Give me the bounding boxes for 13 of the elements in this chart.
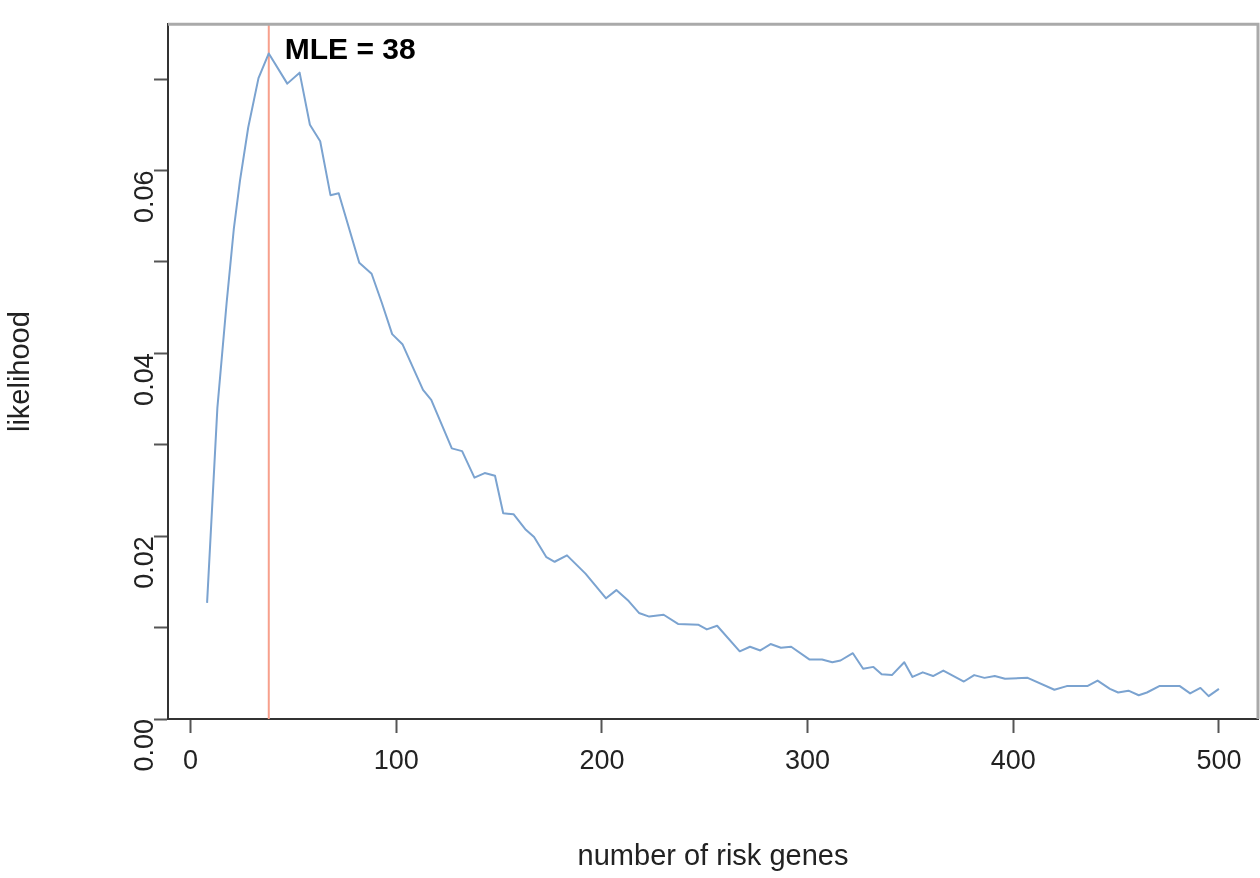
x-tick-label: 500 (1196, 744, 1242, 775)
x-axis-title: number of risk genes (577, 838, 849, 871)
x-tick-label: 200 (579, 744, 625, 775)
y-tick-label: 0.06 (129, 170, 160, 224)
ref-line-label: MLE = 38 (284, 32, 416, 66)
x-tick-label: 400 (990, 744, 1036, 775)
y-tick-label: 0.00 (129, 719, 160, 772)
y-axis-title: likelihood (3, 311, 36, 433)
y-tick-label: 0.04 (129, 353, 160, 406)
x-tick-label: 100 (373, 744, 419, 775)
y-tick-label: 0.02 (129, 536, 160, 589)
x-tick-label: 300 (785, 744, 831, 775)
x-tick-label: 0 (183, 744, 199, 775)
